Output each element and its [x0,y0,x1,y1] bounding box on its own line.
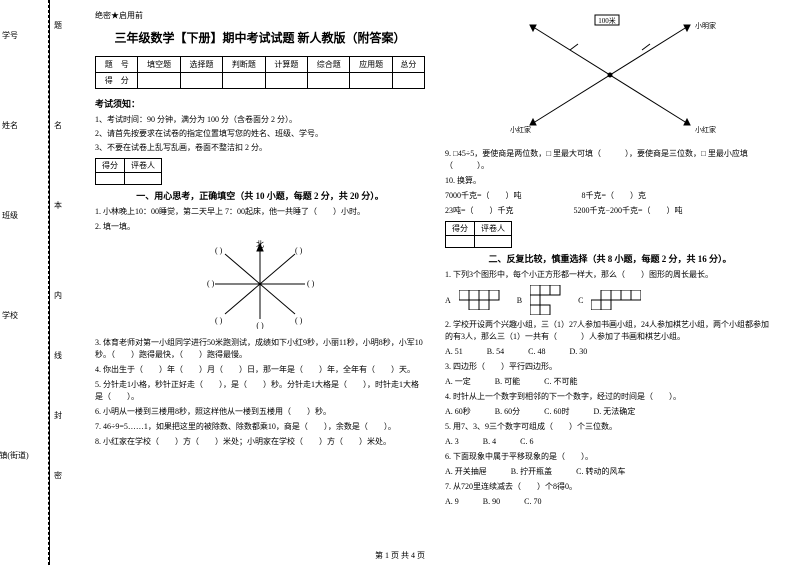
page-footer: 第 1 页 共 4 页 [375,550,425,561]
svg-text:( ): ( ) [215,246,223,255]
confidential-mark: 绝密★启用前 [95,10,425,21]
q2-4-opts: A. 60秒 B. 60分 C. 60时 D. 无法确定 [445,406,775,418]
svg-text:( ): ( ) [295,316,303,325]
exam-title: 三年级数学【下册】期中考试试题 新人教版（附答案） [95,29,425,46]
q1-9: 9. □45÷5，要使商是两位数，□ 里最大可填（ ），要使商是三位数，□ 里最… [445,148,775,172]
q1-1: 1. 小林晚上10：00睡觉，第二天早上 7：00起床，他一共睡了（ ）小时。 [95,206,425,218]
margin-label-xiangzhen: 乡镇(街道) [0,450,30,461]
svg-text:北: 北 [256,240,264,249]
q2-7: 7. 从720里连续减去（ ）个8得0。 [445,481,775,493]
q2-6: 6. 下面现象中属于平移现象的是（ ）。 [445,451,775,463]
svg-text:小红家: 小红家 [510,125,531,134]
shape-a-icon [459,290,509,310]
margin-label-xuehao: 学号 [0,30,30,41]
grader-table-2: 得分评卷人 [445,221,512,248]
svg-text:( ): ( ) [215,316,223,325]
q1-10: 10. 换算。 [445,175,775,187]
section2-heading: 二、反复比较，慎重选择（共 8 小题，每题 2 分，共 16 分）。 [445,252,775,265]
exam-page: 学号 姓名 班级 学校 乡镇(街道) 题 名 本 内 线 封 密 绝密★启用前 … [0,0,800,565]
svg-text:小明家: 小明家 [695,21,716,30]
q2-4: 4. 时针从上一个数字到相邻的下一个数字，经过的时间是（ ）。 [445,391,775,403]
content-area: 绝密★启用前 三年级数学【下册】期中考试试题 新人教版（附答案） 题 号 填空题… [70,0,800,565]
q1-2: 2. 填一填。 [95,221,425,233]
left-column: 绝密★启用前 三年级数学【下册】期中考试试题 新人教版（附答案） 题 号 填空题… [85,10,435,555]
q2-2: 2. 学校开设两个兴趣小组，三（1）27人参加书画小组，24人参加棋艺小组，两个… [445,319,775,343]
notice-list: 1、考试时间：90 分钟，满分为 100 分（含卷面分 2 分）。 2、请首先按… [95,114,425,154]
svg-text:小红家: 小红家 [695,125,716,134]
right-column: 100米 小明家 小红家 小红家 9. □45÷5，要使商是两位数，□ 里最大可… [435,10,785,555]
shape-options: A B C [445,285,775,315]
binding-margin: 学号 姓名 班级 学校 乡镇(街道) [0,0,50,565]
margin-label-banji: 班级 [0,210,30,221]
notice-heading: 考试须知： [95,97,425,110]
svg-text:( ): ( ) [256,321,264,329]
q2-7-opts: A. 9 B. 90 C. 70 [445,496,775,508]
shape-c-icon [591,290,641,310]
compass-icon: 北 ( ) ( ) ( ) ( ) ( ) ( ) ( ) [195,239,325,329]
seal-strip: 题 名 本 内 线 封 密 [50,0,70,565]
q1-6: 6. 小明从一楼到三楼用8秒，照这样他从一楼到五楼用（ ）秒。 [95,406,425,418]
q2-5-opts: A. 3 B. 4 C. 6 [445,436,775,448]
q2-3-opts: A. 一定 B. 可能 C. 不可能 [445,376,775,388]
q1-4: 4. 你出生于（ ）年（ ）月（ ）日，那一年是（ ）年，全年有（ ）天。 [95,364,425,376]
q1-7: 7. 46÷9=5……1，如果把这里的被除数、除数都乘10，商是（ ），余数是（… [95,421,425,433]
q1-3: 3. 体育老师对第一小组同学进行50米跑测试，成绩如下小红9秒，小丽11秒，小明… [95,337,425,361]
margin-label-xingming: 姓名 [0,120,30,131]
compass-diagram: 北 ( ) ( ) ( ) ( ) ( ) ( ) ( ) [95,239,425,331]
grader-table-1: 得分评卷人 [95,158,162,185]
svg-text:( ): ( ) [307,279,315,288]
q1-8: 8. 小红家在学校（ ）方（ ）米处；小明家在学校（ ）方（ ）米处。 [95,436,425,448]
margin-label-xuexiao: 学校 [0,310,30,321]
map-diagram: 100米 小明家 小红家 小红家 [500,10,720,140]
svg-text:( ): ( ) [207,279,215,288]
svg-text:( ): ( ) [295,246,303,255]
q2-1: 1. 下列3个图形中，每个小正方形都一样大，那么（ ）图形的周长最长。 [445,269,775,281]
q2-2-opts: A. 51 B. 54 C. 48 D. 30 [445,346,775,358]
svg-text:100米: 100米 [598,16,616,25]
q2-5: 5. 用7、3、9三个数字可组成（ ）个三位数。 [445,421,775,433]
section1-heading: 一、用心思考，正确填空（共 10 小题，每题 2 分，共 20 分）。 [95,189,425,202]
q2-3: 3. 四边形（ ）平行四边形。 [445,361,775,373]
shape-b-icon [530,285,570,315]
q1-5: 5. 分针走1小格，秒针正好走（ ），是（ ）秒。分针走1大格是（ ），时针走1… [95,379,425,403]
score-table: 题 号 填空题 选择题 判断题 计算题 综合题 应用题 总分 得 分 [95,56,425,89]
q2-6-opts: A. 开关抽屉 B. 拧开瓶盖 C. 转动的风车 [445,466,775,478]
